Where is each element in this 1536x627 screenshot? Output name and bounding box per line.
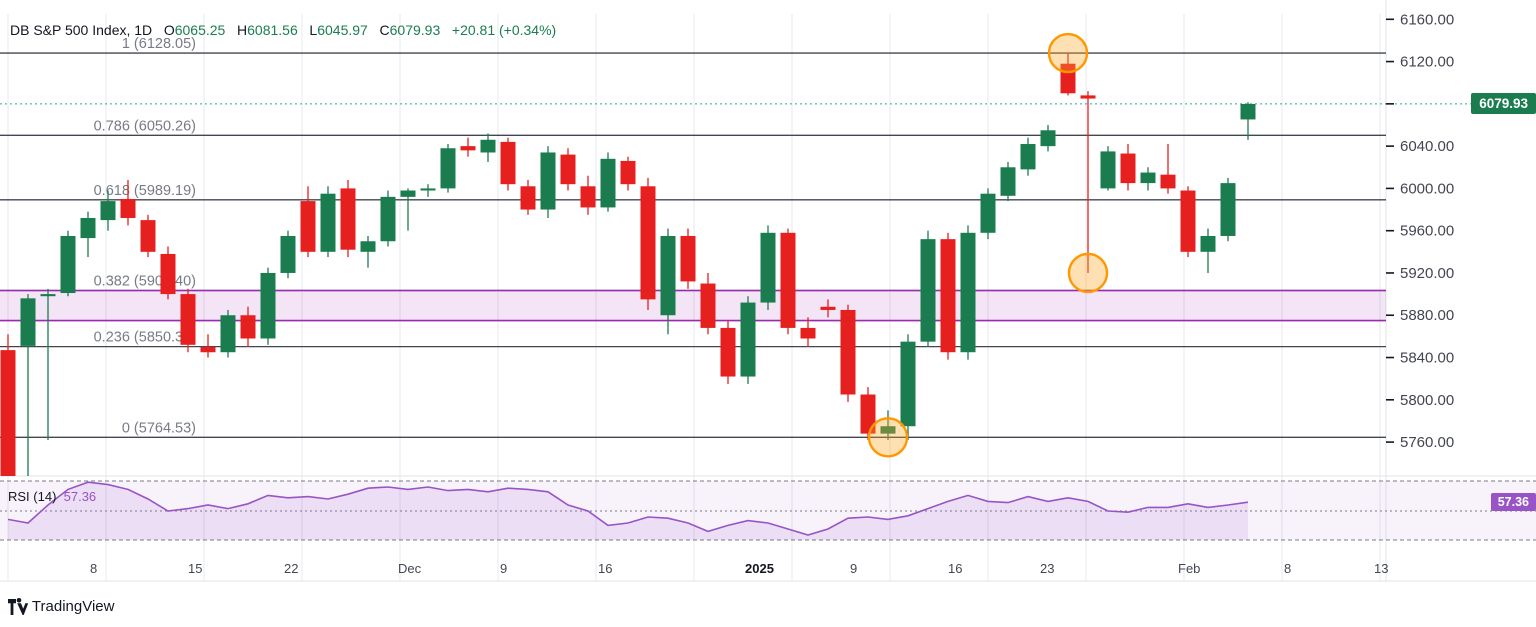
svg-text:0 (5764.53): 0 (5764.53) bbox=[122, 420, 196, 436]
svg-text:5960.00: 5960.00 bbox=[1400, 223, 1454, 240]
svg-text:1 (6128.05): 1 (6128.05) bbox=[122, 36, 196, 52]
svg-text:0.618 (5989.19): 0.618 (5989.19) bbox=[94, 183, 196, 199]
svg-text:6160.00: 6160.00 bbox=[1400, 11, 1454, 28]
svg-text:0.786 (6050.26): 0.786 (6050.26) bbox=[94, 118, 196, 134]
svg-text:0.382 (5903.40): 0.382 (5903.40) bbox=[94, 274, 196, 290]
svg-text:5760.00: 5760.00 bbox=[1400, 434, 1454, 451]
svg-text:5880.00: 5880.00 bbox=[1400, 307, 1454, 324]
svg-text:5920.00: 5920.00 bbox=[1400, 265, 1454, 282]
svg-text:6040.00: 6040.00 bbox=[1400, 138, 1454, 155]
svg-text:6120.00: 6120.00 bbox=[1400, 54, 1454, 71]
svg-text:5800.00: 5800.00 bbox=[1400, 392, 1454, 409]
svg-text:6000.00: 6000.00 bbox=[1400, 180, 1454, 197]
svg-text:5840.00: 5840.00 bbox=[1400, 350, 1454, 367]
